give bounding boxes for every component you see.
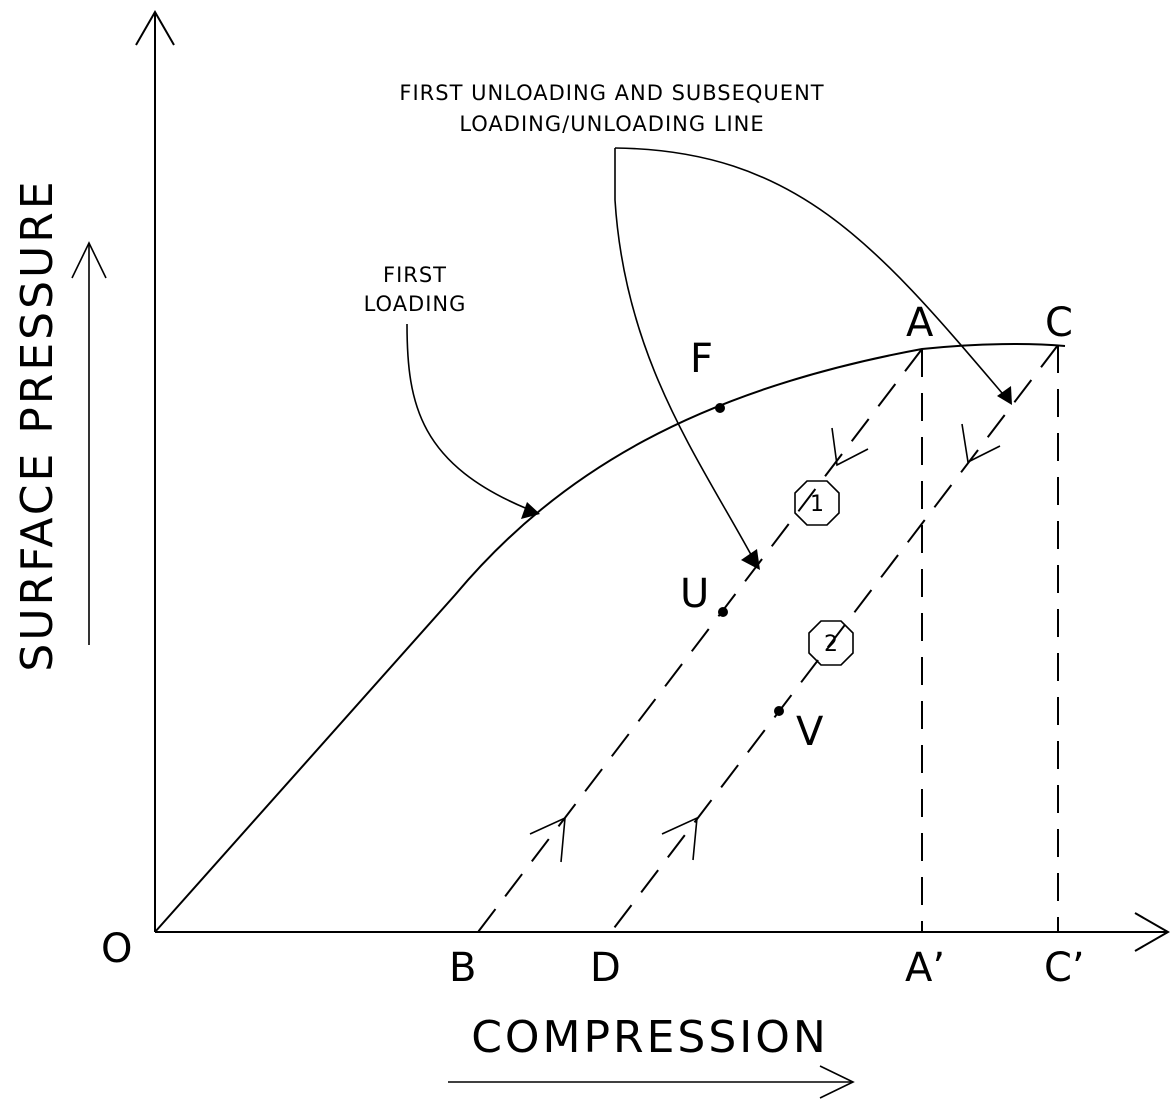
arrowhead-to-line-1	[741, 549, 760, 570]
line-2-marker-label: 2	[824, 632, 838, 657]
first-loading-curve	[154, 343, 1066, 933]
point-d-label: D	[590, 945, 621, 991]
first-loading-callout-leader	[406, 323, 540, 519]
unloading-direction-arrow-1	[831, 427, 869, 467]
unloading-direction-arrow-2	[961, 423, 1001, 464]
unloading-callout-text-2: LOADING/UNLOADING LINE	[459, 112, 764, 136]
line-2-marker: 2	[808, 620, 854, 666]
point-v-dot	[774, 706, 784, 716]
point-v-label: V	[796, 709, 824, 755]
first-loading-text-1: FIRST	[383, 263, 447, 287]
point-f-label: F	[690, 336, 713, 382]
point-u-dot	[718, 607, 728, 617]
unloading-line-2	[610, 344, 1059, 933]
point-c-label: C	[1045, 300, 1073, 346]
x-axis	[155, 912, 1171, 952]
y-axis	[135, 9, 175, 932]
first-loading-text-2: LOADING	[364, 292, 467, 316]
reloading-direction-arrow-2	[661, 816, 698, 861]
origin-label: O	[101, 926, 132, 972]
point-u-label: U	[680, 571, 709, 617]
arrowhead-to-loading-curve	[521, 502, 540, 519]
line-1-marker-label: 1	[810, 492, 824, 517]
unloading-callout-leader	[614, 147, 1012, 570]
point-a-prime-label: A’	[905, 945, 945, 991]
line-1-marker: 1	[794, 480, 840, 526]
x-axis-title: COMPRESSION	[471, 1012, 829, 1063]
y-direction-arrow	[71, 241, 107, 645]
reloading-direction-arrow-1	[529, 816, 566, 863]
point-b-label: B	[449, 945, 476, 991]
unloading-callout-text-1: FIRST UNLOADING AND SUBSEQUENT	[399, 81, 824, 105]
x-direction-arrow	[448, 1065, 855, 1099]
unloading-line-1	[477, 348, 923, 933]
point-a-label: A	[906, 300, 934, 346]
arrowhead-to-line-2	[997, 386, 1012, 405]
point-c-prime-label: C’	[1044, 945, 1085, 991]
point-f-dot	[715, 403, 725, 413]
y-axis-title: SURFACE PRESSURE	[12, 178, 63, 671]
